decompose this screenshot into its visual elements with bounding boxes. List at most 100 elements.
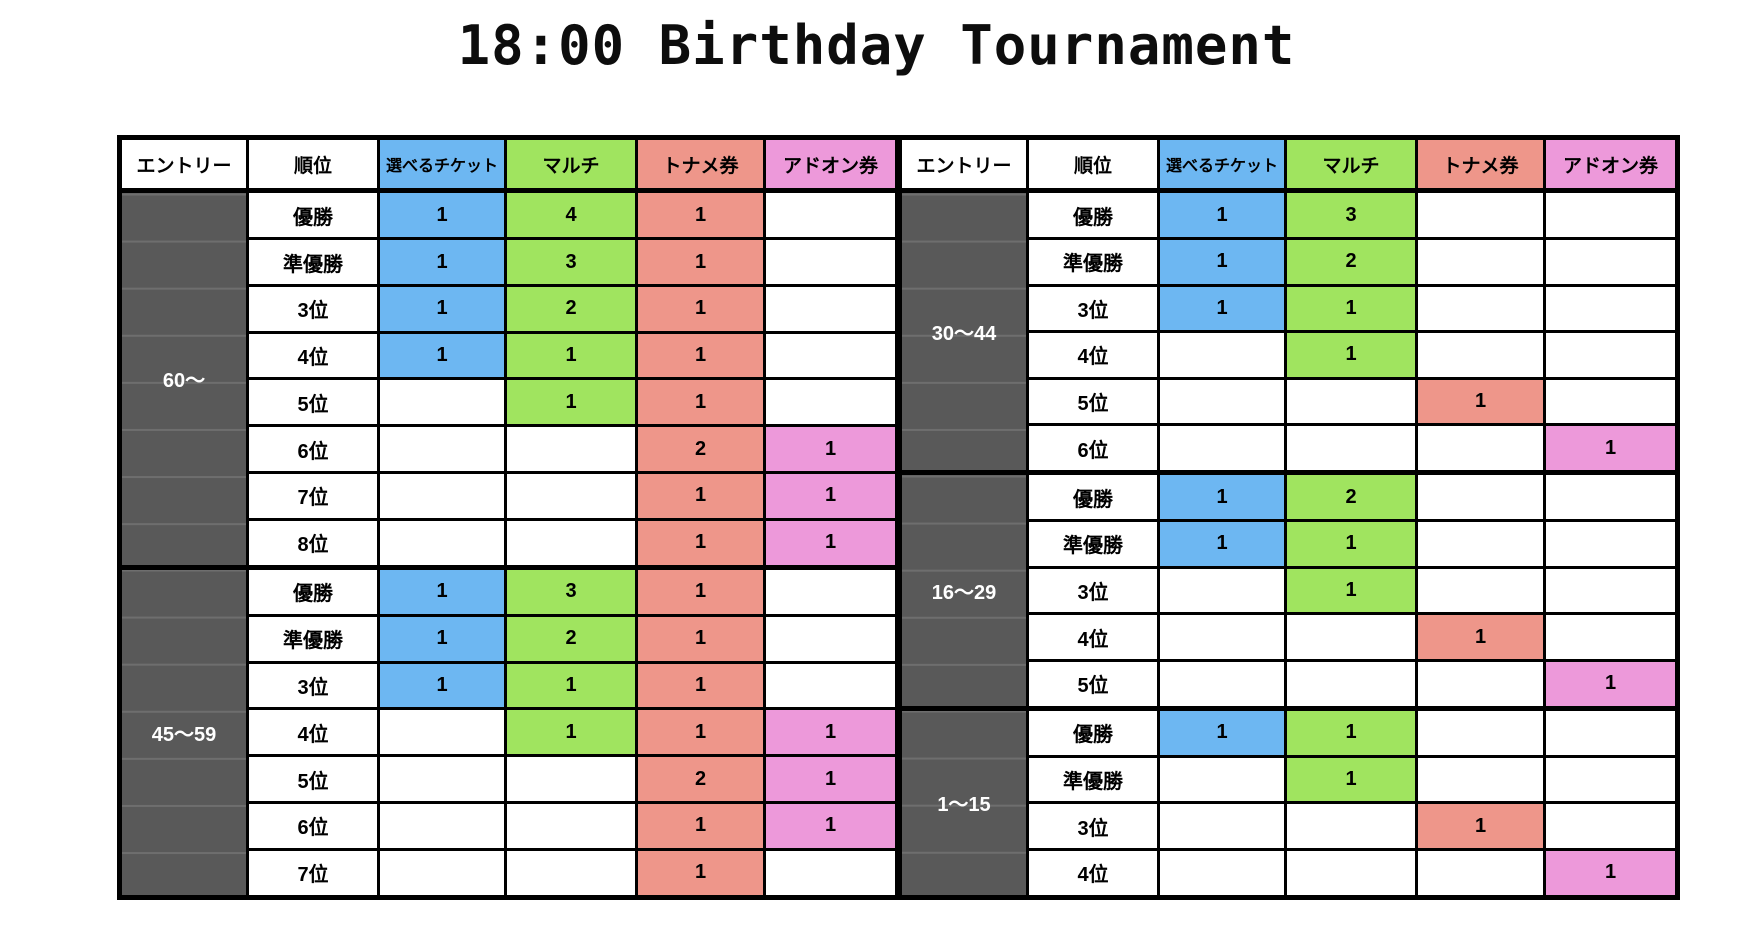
multi-value-cell: 1 bbox=[504, 707, 638, 758]
toname-value-cell bbox=[1415, 188, 1546, 240]
addon-value-cell: 1 bbox=[763, 424, 899, 474]
ticket-value-cell: 1 bbox=[377, 660, 507, 711]
rank-cell: 6位 bbox=[246, 424, 380, 474]
toname-value-cell: 1 bbox=[635, 800, 766, 851]
rank-cell: 準優勝 bbox=[246, 237, 380, 287]
multi-value-cell: 3 bbox=[504, 564, 638, 618]
ticket-value-cell: 1 bbox=[377, 237, 507, 287]
addon-value-cell: 1 bbox=[1543, 658, 1679, 710]
toname-value-cell: 1 bbox=[1415, 612, 1546, 662]
prize-row: 60〜 優勝 1 4 1 bbox=[117, 187, 899, 569]
header-row: エントリー 順位 選べるチケット マルチ トナメ券 アドオン券 bbox=[898, 136, 1679, 193]
addon-value-cell bbox=[1543, 330, 1679, 380]
toname-value-cell: 1 bbox=[1415, 801, 1546, 851]
multi-value-cell: 1 bbox=[1284, 283, 1418, 334]
multi-value-cell: 1 bbox=[1284, 330, 1418, 380]
toname-value-cell: 1 bbox=[635, 470, 766, 521]
multi-value-cell bbox=[1284, 612, 1418, 662]
rank-cell: 優勝 bbox=[246, 564, 380, 618]
toname-value-cell bbox=[1415, 847, 1546, 900]
addon-value-cell bbox=[1543, 801, 1679, 851]
prize-row: 4位 1 bbox=[900, 330, 1679, 380]
ticket-value-cell bbox=[1157, 801, 1287, 851]
multi-value-cell bbox=[1284, 376, 1418, 427]
rank-cell: 3位 bbox=[246, 660, 380, 711]
ticket-value-cell bbox=[377, 517, 507, 569]
multi-value-cell: 3 bbox=[1284, 188, 1418, 240]
ticket-value-cell bbox=[1157, 376, 1287, 427]
rank-cell: 3位 bbox=[1026, 565, 1160, 616]
addon-value-cell bbox=[763, 237, 899, 287]
rank-cell: 6位 bbox=[1026, 423, 1160, 475]
multi-value-cell: 2 bbox=[1284, 470, 1418, 523]
addon-value-cell bbox=[1543, 376, 1679, 427]
rank-cell: 優勝 bbox=[1026, 188, 1160, 240]
ticket-value-cell: 1 bbox=[377, 564, 507, 618]
ticket-value-cell: 1 bbox=[1157, 283, 1287, 334]
toname-value-cell: 1 bbox=[635, 564, 766, 618]
rank-cell: 準優勝 bbox=[1026, 754, 1160, 805]
prize-row: 3位 1 1 1 bbox=[120, 660, 899, 711]
column-header-multi: マルチ bbox=[1284, 136, 1418, 193]
toname-value-cell: 1 bbox=[1415, 376, 1546, 427]
addon-value-cell bbox=[1543, 754, 1679, 805]
column-header-addon: アドオン券 bbox=[1543, 136, 1679, 193]
rank-cell: 7位 bbox=[246, 847, 380, 900]
column-header-rank: 順位 bbox=[1026, 136, 1160, 193]
multi-value-cell: 3 bbox=[504, 237, 638, 287]
rank-cell: 5位 bbox=[1026, 376, 1160, 427]
addon-value-cell bbox=[763, 614, 899, 664]
multi-value-cell bbox=[1284, 658, 1418, 710]
ticket-value-cell bbox=[377, 847, 507, 900]
toname-value-cell: 1 bbox=[635, 660, 766, 711]
prize-row: 準優勝 1 1 bbox=[900, 519, 1679, 569]
addon-value-cell bbox=[763, 377, 899, 428]
multi-value-cell bbox=[504, 754, 638, 804]
rank-cell: 5位 bbox=[246, 754, 380, 804]
toname-value-cell: 1 bbox=[635, 187, 766, 241]
multi-value-cell: 1 bbox=[1284, 519, 1418, 569]
ticket-value-cell: 1 bbox=[1157, 237, 1287, 287]
entry-range-cell-right-1: 16〜29 bbox=[897, 470, 1029, 710]
multi-value-cell bbox=[1284, 423, 1418, 475]
rank-cell: 4位 bbox=[246, 330, 380, 381]
addon-value-cell bbox=[1543, 188, 1679, 240]
rank-cell: 優勝 bbox=[246, 187, 380, 241]
ticket-value-cell bbox=[1157, 658, 1287, 710]
toname-value-cell: 1 bbox=[635, 283, 766, 334]
prize-row: 準優勝 1 3 1 bbox=[120, 237, 899, 287]
prize-row: 16〜29 優勝 1 2 bbox=[897, 470, 1679, 710]
rank-cell: 4位 bbox=[1026, 612, 1160, 662]
toname-value-cell: 1 bbox=[635, 377, 766, 428]
prize-tables-container: エントリー 順位 選べるチケット マルチ トナメ券 アドオン券 60〜 優勝 1 4 1 準優勝 1 3 1… bbox=[117, 135, 1680, 900]
rank-cell: 準優勝 bbox=[1026, 519, 1160, 569]
column-header-rank: 順位 bbox=[246, 136, 380, 193]
toname-value-cell: 2 bbox=[635, 754, 766, 804]
ticket-value-cell bbox=[377, 800, 507, 851]
addon-value-cell bbox=[1543, 612, 1679, 662]
toname-value-cell bbox=[1415, 754, 1546, 805]
entry-range-cell-left-0: 60〜 bbox=[117, 188, 249, 569]
multi-value-cell: 1 bbox=[1284, 705, 1418, 758]
toname-value-cell bbox=[1415, 658, 1546, 710]
column-header-addon: アドオン券 bbox=[763, 136, 899, 193]
rank-cell: 7位 bbox=[246, 470, 380, 521]
column-header-toname: トナメ券 bbox=[1415, 136, 1546, 193]
ticket-value-cell bbox=[377, 754, 507, 804]
toname-value-cell bbox=[1415, 565, 1546, 616]
multi-value-cell: 1 bbox=[504, 660, 638, 711]
ticket-value-cell: 1 bbox=[377, 283, 507, 334]
toname-value-cell bbox=[1415, 423, 1546, 475]
addon-value-cell bbox=[1543, 283, 1679, 334]
toname-value-cell: 1 bbox=[635, 707, 766, 758]
rank-cell: 準優勝 bbox=[1026, 237, 1160, 287]
addon-value-cell bbox=[763, 283, 899, 334]
ticket-value-cell: 1 bbox=[1157, 188, 1287, 240]
ticket-value-cell: 1 bbox=[1157, 705, 1287, 758]
multi-value-cell bbox=[504, 517, 638, 569]
column-header-ticket: 選べるチケット bbox=[377, 136, 507, 193]
multi-value-cell: 2 bbox=[504, 283, 638, 334]
addon-value-cell: 1 bbox=[1543, 423, 1679, 475]
prize-row: 3位 1 2 1 bbox=[120, 283, 899, 334]
toname-value-cell: 1 bbox=[635, 237, 766, 287]
